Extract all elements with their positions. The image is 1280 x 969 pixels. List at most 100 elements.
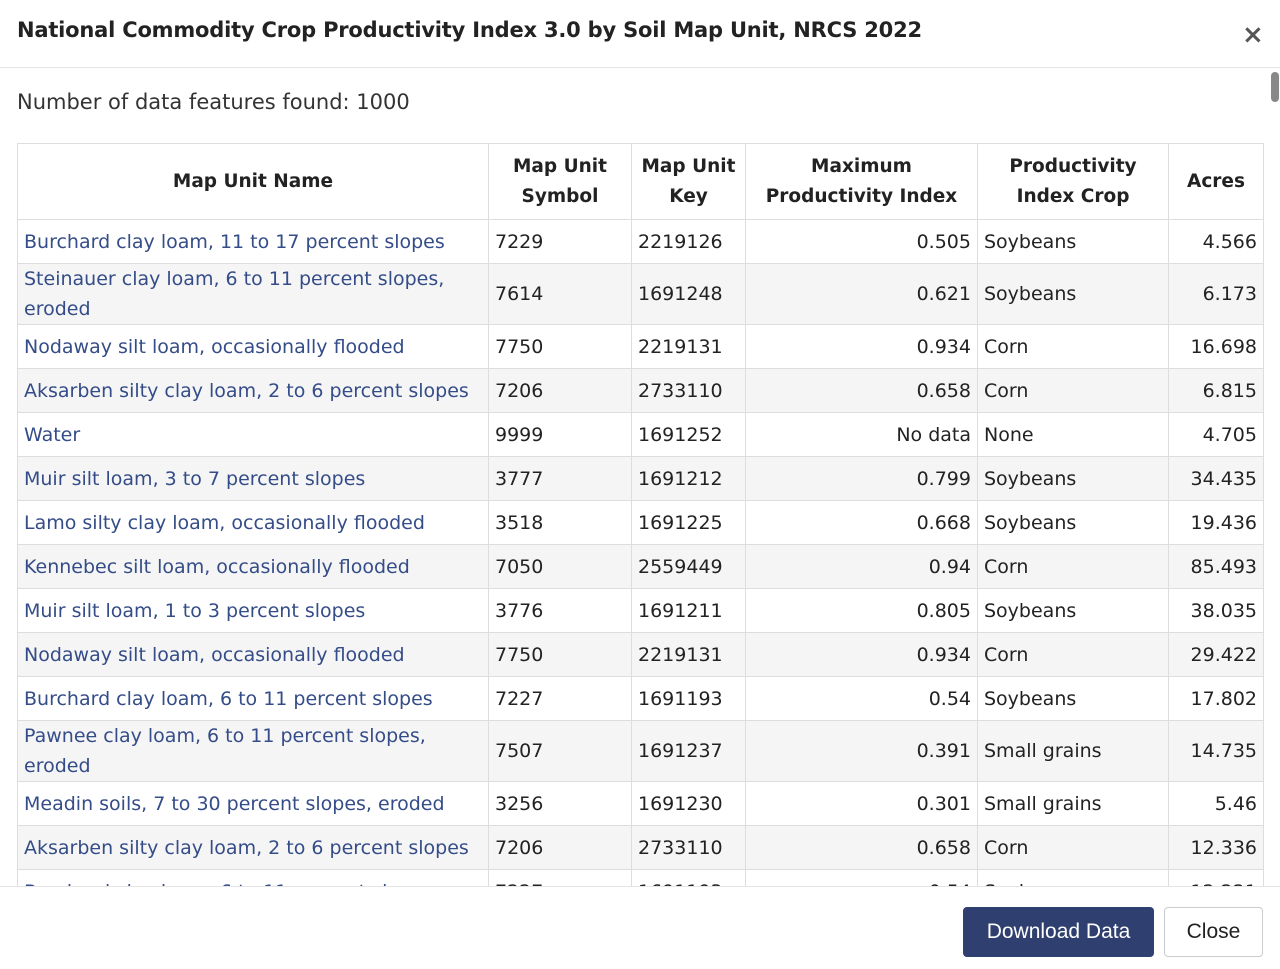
column-header: Map Unit Name — [17, 143, 489, 220]
table-cell: 0.934 — [745, 324, 978, 369]
table-cell: 3256 — [488, 781, 632, 826]
table-cell: 6.173 — [1168, 263, 1264, 325]
table-cell: 19.436 — [1168, 500, 1264, 545]
table-cell: 7050 — [488, 544, 632, 589]
table-cell: Soybeans — [977, 588, 1169, 633]
table-cell: 0.621 — [745, 263, 978, 325]
close-button[interactable]: Close — [1164, 907, 1263, 957]
table-cell: 4.705 — [1168, 412, 1264, 457]
table-cell: Small grains — [977, 720, 1169, 782]
table-body: Burchard clay loam, 11 to 17 percent slo… — [17, 219, 1264, 886]
table-row: Steinauer clay loam, 6 to 11 percent slo… — [17, 263, 1264, 325]
table-row: Burchard clay loam, 11 to 17 percent slo… — [17, 219, 1264, 264]
table-cell: 9999 — [488, 412, 632, 457]
table-cell: 2559449 — [631, 544, 746, 589]
map-unit-link[interactable]: Burchard clay loam, 6 to 11 percent slop… — [17, 869, 489, 886]
map-unit-link[interactable]: Nodaway silt loam, occasionally flooded — [17, 632, 489, 677]
table-cell: 0.658 — [745, 368, 978, 413]
table-cell: Corn — [977, 825, 1169, 870]
table-row: Water 9999 1691252 No data None 4.705 — [17, 412, 1264, 457]
table-cell: 4.566 — [1168, 219, 1264, 264]
table-cell: 0.54 — [745, 676, 978, 721]
modal-footer: Download Data Close — [0, 886, 1280, 969]
table-cell: Corn — [977, 632, 1169, 677]
table-cell: Corn — [977, 544, 1169, 589]
map-unit-link[interactable]: Aksarben silty clay loam, 2 to 6 percent… — [17, 368, 489, 413]
table-cell: No data — [745, 412, 978, 457]
table-cell: 1691248 — [631, 263, 746, 325]
map-unit-link[interactable]: Muir silt loam, 3 to 7 percent slopes — [17, 456, 489, 501]
table-cell: 7750 — [488, 324, 632, 369]
table-cell: 7227 — [488, 869, 632, 886]
table-cell: 3518 — [488, 500, 632, 545]
table-cell: 1691237 — [631, 720, 746, 782]
table-cell: 0.934 — [745, 632, 978, 677]
table-cell: 29.422 — [1168, 632, 1264, 677]
map-unit-link[interactable]: Pawnee clay loam, 6 to 11 percent slopes… — [17, 720, 489, 782]
table-cell: 1691193 — [631, 869, 746, 886]
table-row: Kennebec silt loam, occasionally flooded… — [17, 544, 1264, 589]
column-header: Productivity Index Crop — [977, 143, 1169, 220]
close-icon[interactable]: × — [1242, 20, 1264, 50]
map-unit-link[interactable]: Muir silt loam, 1 to 3 percent slopes — [17, 588, 489, 633]
table-cell: Soybeans — [977, 456, 1169, 501]
table-cell: 1691252 — [631, 412, 746, 457]
table-cell: 2219126 — [631, 219, 746, 264]
table-cell: 0.505 — [745, 219, 978, 264]
download-button[interactable]: Download Data — [963, 907, 1154, 957]
table-cell: 0.805 — [745, 588, 978, 633]
table-row: Aksarben silty clay loam, 2 to 6 percent… — [17, 368, 1264, 413]
map-unit-link[interactable]: Burchard clay loam, 6 to 11 percent slop… — [17, 676, 489, 721]
table-cell: 12.336 — [1168, 825, 1264, 870]
table-cell: 2733110 — [631, 825, 746, 870]
table-cell: 7750 — [488, 632, 632, 677]
table-cell: 7206 — [488, 825, 632, 870]
map-unit-link[interactable]: Meadin soils, 7 to 30 percent slopes, er… — [17, 781, 489, 826]
map-unit-link[interactable]: Water — [17, 412, 489, 457]
table-row: Burchard clay loam, 6 to 11 percent slop… — [17, 869, 1264, 886]
modal-body: Number of data features found: 1000 Map … — [0, 68, 1270, 886]
column-header: Map Unit Key — [631, 143, 746, 220]
table-cell: 1691211 — [631, 588, 746, 633]
table-cell: 1691225 — [631, 500, 746, 545]
table-cell: Corn — [977, 324, 1169, 369]
table-row: Burchard clay loam, 6 to 11 percent slop… — [17, 676, 1264, 721]
map-unit-link[interactable]: Steinauer clay loam, 6 to 11 percent slo… — [17, 263, 489, 325]
table-cell: Soybeans — [977, 500, 1169, 545]
map-unit-link[interactable]: Nodaway silt loam, occasionally flooded — [17, 324, 489, 369]
table-row: Nodaway silt loam, occasionally flooded 7… — [17, 632, 1264, 677]
table-cell: Corn — [977, 368, 1169, 413]
header-row: Map Unit Name Map Unit Symbol Map Unit Key… — [17, 143, 1264, 220]
table-cell: 5.46 — [1168, 781, 1264, 826]
table-cell: 0.799 — [745, 456, 978, 501]
modal-title: National Commodity Crop Productivity Ind… — [17, 18, 922, 42]
table-cell: Small grains — [977, 781, 1169, 826]
table-cell: Soybeans — [977, 219, 1169, 264]
scrollbar[interactable] — [1271, 72, 1279, 102]
table-cell: 17.802 — [1168, 676, 1264, 721]
map-unit-link[interactable]: Kennebec silt loam, occasionally flooded — [17, 544, 489, 589]
feature-count: Number of data features found: 1000 — [17, 90, 410, 114]
table-cell: Soybeans — [977, 263, 1169, 325]
table-cell: 3776 — [488, 588, 632, 633]
table-cell: 0.301 — [745, 781, 978, 826]
table-cell: Soybeans — [977, 869, 1169, 886]
table-row: Muir silt loam, 1 to 3 percent slopes 377… — [17, 588, 1264, 633]
table-cell: 7227 — [488, 676, 632, 721]
table-cell: 0.94 — [745, 544, 978, 589]
table-row: Aksarben silty clay loam, 2 to 6 percent… — [17, 825, 1264, 870]
table-cell: 0.391 — [745, 720, 978, 782]
table-cell: 14.735 — [1168, 720, 1264, 782]
table-cell: 34.435 — [1168, 456, 1264, 501]
map-unit-link[interactable]: Lamo silty clay loam, occasionally flood… — [17, 500, 489, 545]
map-unit-link[interactable]: Aksarben silty clay loam, 2 to 6 percent… — [17, 825, 489, 870]
table-cell: 7206 — [488, 368, 632, 413]
table-row: Meadin soils, 7 to 30 percent slopes, er… — [17, 781, 1264, 826]
modal-header: National Commodity Crop Productivity Ind… — [0, 0, 1280, 68]
table-cell: None — [977, 412, 1169, 457]
data-table: Map Unit Name Map Unit Symbol Map Unit Key… — [17, 143, 1264, 886]
table-cell: 2219131 — [631, 632, 746, 677]
table-cell: 1691193 — [631, 676, 746, 721]
map-unit-link[interactable]: Burchard clay loam, 11 to 17 percent slo… — [17, 219, 489, 264]
